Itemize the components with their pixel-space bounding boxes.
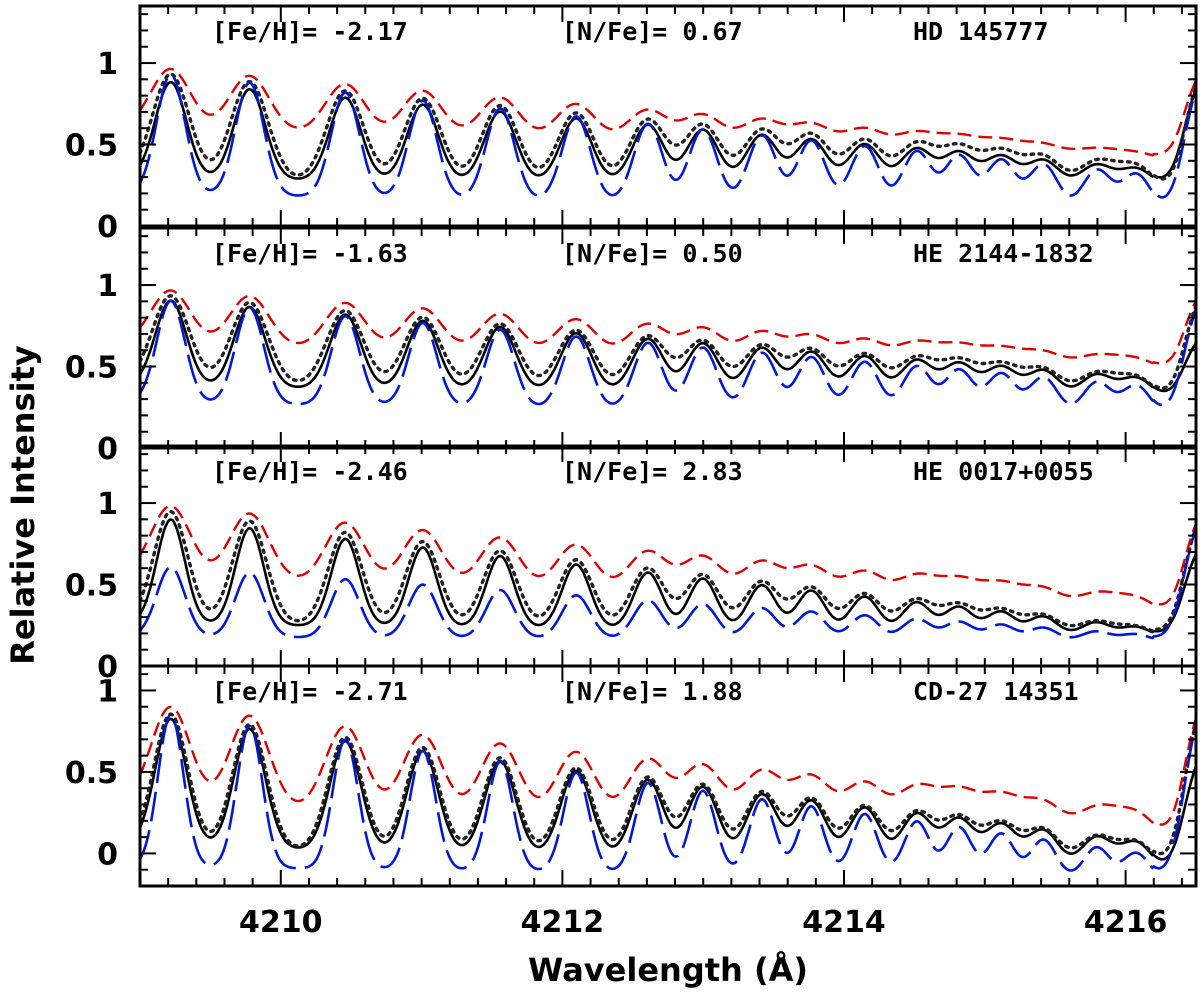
series-high-line [140,504,1196,606]
series-observed-line [140,717,1196,861]
y-tick-label: 1 [97,674,118,709]
fe-h-annotation: [Fe/H]= -2.17 [212,17,408,46]
star-name-label: HE 0017+0055 [913,457,1094,486]
series-low-line [140,73,1196,199]
y-tick-label: 0 [97,650,118,685]
series-high-line [140,289,1196,365]
series-low-line [140,527,1196,640]
x-axis-label: Wavelength (Å) [528,951,808,989]
n-fe-annotation: [N/Fe]= 1.88 [562,677,743,706]
panel-3: 0 0.5 1 [Fe/H]= -2.46 [N/Fe]= 2.83 HE 0017+00… [65,444,1198,685]
x-tick-label: 4216 [1084,905,1168,940]
series-observed-line [140,518,1196,634]
series-best-fit-line [140,509,1196,633]
y-tick-label: 0.5 [65,569,118,604]
y-tick-label: 0 [97,432,118,467]
y-tick-label: 0 [97,210,118,245]
y-tick-label: 1 [97,47,118,82]
panels: 00.51[Fe/H]= -2.17 [N/Fe]= 0.67 HD 1457770… [65,4,1198,940]
x-tick-label: 4210 [239,905,323,940]
x-tick-label: 4214 [802,905,886,940]
panel-1: 0 0.5 1 [Fe/H]= -2.17 [N/Fe]= 0.67 HD 145777 [65,4,1198,245]
x-tick-label: 4212 [521,905,605,940]
series-low-line [140,299,1196,407]
panel-2: 0 0.5 1 [Fe/H]= -1.63 [N/Fe]= 0.50 HE 2144-18… [65,226,1198,467]
series-high-line [140,705,1196,826]
n-fe-annotation: [N/Fe]= 2.83 [562,457,743,486]
series-best-fit-line [140,72,1196,181]
star-name-label: HE 2144-1832 [913,239,1094,268]
y-tick-label: 0.5 [65,756,118,791]
series-observed-line [140,80,1196,180]
y-tick-label: 0 [97,837,118,872]
panel-frame [138,4,1198,228]
y-tick-label: 0.5 [65,129,118,164]
y-axis-label: Relative Intensity [4,345,42,665]
star-name-label: CD-27 14351 [913,677,1079,706]
panel-4: 0 0.5 1 4210 4212 4214 4216 [Fe/H]= -2.71 [N/Fe]… [65,664,1198,940]
n-fe-annotation: [N/Fe]= 0.50 [562,239,743,268]
y-tick-label: 1 [97,269,118,304]
series-observed-line [140,299,1196,393]
y-tick-label: 1 [97,487,118,522]
series-best-fit-line [140,294,1196,390]
star-name-label: HD 145777 [913,17,1048,46]
fe-h-annotation: [Fe/H]= -1.63 [212,239,408,268]
panel-frame [138,226,1198,450]
y-tick-label: 0.5 [65,351,118,386]
series-low-line [140,712,1196,872]
n-fe-annotation: [N/Fe]= 0.67 [562,17,743,46]
fe-h-annotation: [Fe/H]= -2.46 [212,457,408,486]
fe-h-annotation: [Fe/H]= -2.71 [212,677,408,706]
series-best-fit-line [140,712,1196,856]
panel-frame [138,664,1198,888]
